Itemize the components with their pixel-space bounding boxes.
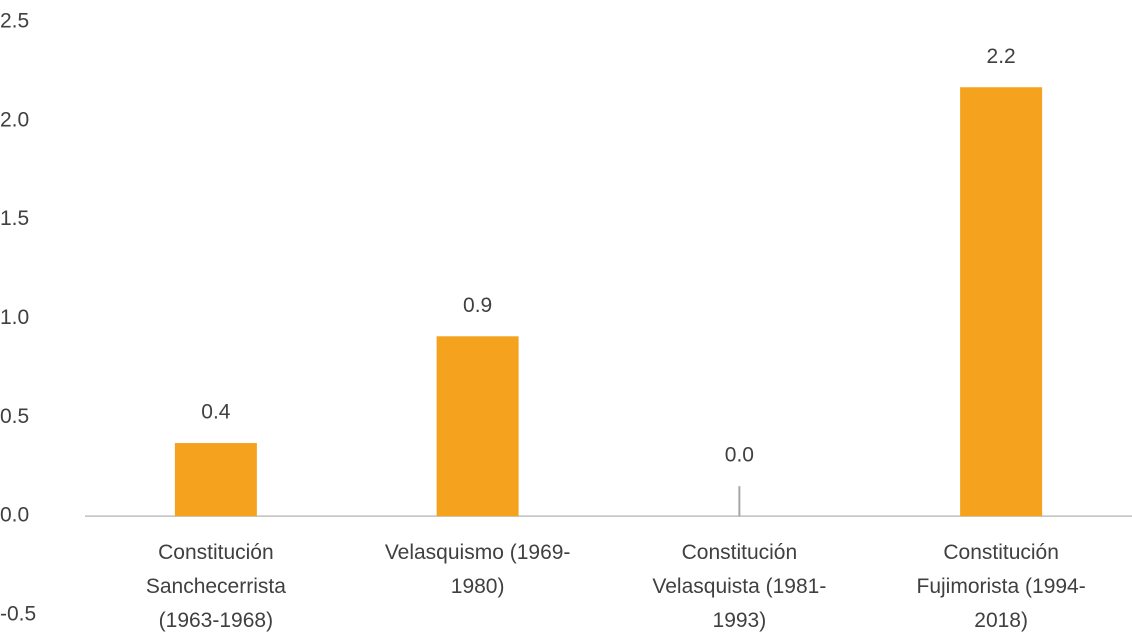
- data-label: 2.2: [987, 45, 1016, 68]
- y-tick-label: 2.0: [0, 108, 29, 131]
- x-tick-label: Constitución Fujimorista (1994-2018): [917, 541, 1086, 632]
- y-tick-label: 0.5: [0, 405, 29, 428]
- data-label: 0.4: [201, 401, 231, 424]
- y-tick-label: 0.0: [0, 504, 29, 527]
- x-tick-label: Constitución Velasquista (1981-1993): [652, 541, 826, 632]
- x-tick-label: Constitución Sanchecerrista (1963-1968): [146, 541, 286, 632]
- data-label: 0.0: [725, 444, 754, 467]
- y-tick-label: -0.5: [0, 603, 36, 626]
- x-tick-label: Velasquismo (1969-1980): [385, 541, 571, 598]
- bar: [960, 87, 1043, 517]
- bar: [174, 443, 257, 517]
- y-tick-label: 1.0: [0, 306, 29, 329]
- y-tick-label: 1.5: [0, 207, 29, 230]
- y-tick-label: 2.5: [0, 10, 29, 33]
- data-label: 0.9: [463, 294, 492, 317]
- bar: [436, 336, 519, 517]
